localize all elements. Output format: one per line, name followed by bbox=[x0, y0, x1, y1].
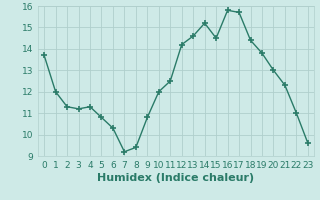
X-axis label: Humidex (Indice chaleur): Humidex (Indice chaleur) bbox=[97, 173, 255, 183]
